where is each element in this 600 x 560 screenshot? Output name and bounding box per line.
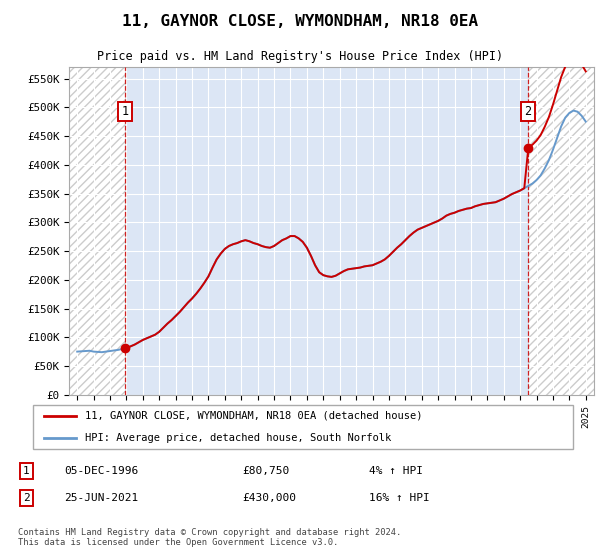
- Text: 2: 2: [23, 493, 30, 503]
- Text: 1: 1: [122, 105, 128, 118]
- Text: 05-DEC-1996: 05-DEC-1996: [64, 466, 138, 477]
- Text: Price paid vs. HM Land Registry's House Price Index (HPI): Price paid vs. HM Land Registry's House …: [97, 50, 503, 63]
- Text: 25-JUN-2021: 25-JUN-2021: [64, 493, 138, 503]
- Text: Contains HM Land Registry data © Crown copyright and database right 2024.
This d: Contains HM Land Registry data © Crown c…: [18, 528, 401, 547]
- FancyBboxPatch shape: [33, 405, 573, 449]
- Text: 2: 2: [524, 105, 532, 118]
- Text: 11, GAYNOR CLOSE, WYMONDHAM, NR18 0EA: 11, GAYNOR CLOSE, WYMONDHAM, NR18 0EA: [122, 14, 478, 29]
- Text: 4% ↑ HPI: 4% ↑ HPI: [369, 466, 423, 477]
- Text: £430,000: £430,000: [242, 493, 296, 503]
- Text: HPI: Average price, detached house, South Norfolk: HPI: Average price, detached house, Sout…: [85, 433, 391, 444]
- Text: 1: 1: [23, 466, 30, 477]
- Text: 11, GAYNOR CLOSE, WYMONDHAM, NR18 0EA (detached house): 11, GAYNOR CLOSE, WYMONDHAM, NR18 0EA (d…: [85, 410, 422, 421]
- Text: £80,750: £80,750: [242, 466, 290, 477]
- Text: 16% ↑ HPI: 16% ↑ HPI: [369, 493, 430, 503]
